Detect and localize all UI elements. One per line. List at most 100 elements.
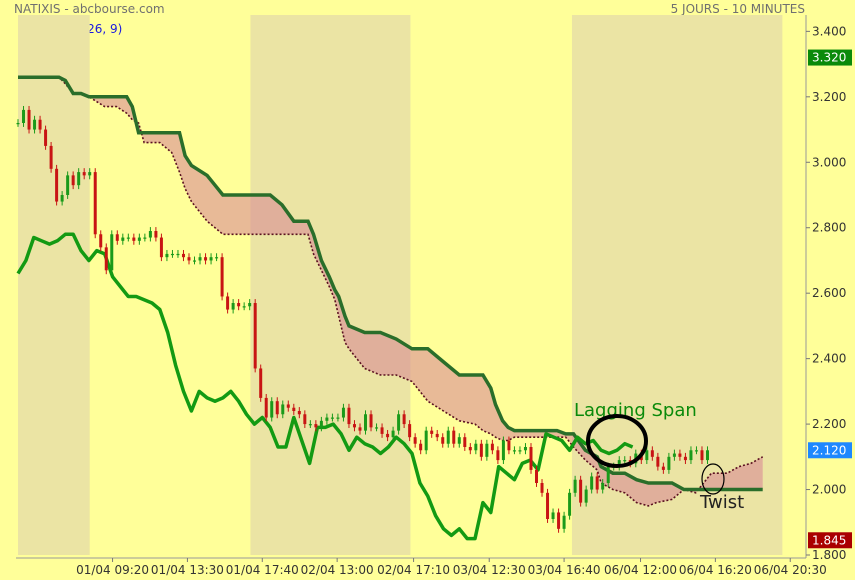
candle-body [402, 414, 406, 425]
x-tick-label: 01/04 09:20 [76, 563, 149, 577]
candle-body [259, 368, 263, 398]
y-axis: 3.400 3.200 3.000 2.800 2.600 2.400 2.200 2.000… [805, 0, 855, 580]
candle-body [512, 450, 516, 452]
candle-body [463, 437, 467, 447]
candle-body [546, 492, 550, 519]
y-tick-label: 2.400 [812, 352, 846, 366]
price-badge-label: 1.845 [812, 533, 846, 547]
candle-body [380, 427, 384, 434]
candle-body [215, 257, 219, 259]
x-axis: 01/04 09:20 01/04 13:30 01/04 17:40 02/04 1… [16, 557, 827, 577]
candle-body [137, 237, 141, 241]
candle-body [303, 414, 307, 425]
candle-body [391, 430, 395, 438]
candle-body [253, 303, 257, 369]
price-badge [808, 532, 852, 549]
candle-body [314, 424, 318, 428]
lagging-span-label: Lagging Span [574, 400, 697, 421]
candle-body [386, 433, 390, 438]
candle-body [667, 456, 671, 470]
candle-body [231, 303, 235, 310]
candle-body [176, 253, 180, 256]
x-tick-label: 02/04 13:00 [301, 563, 374, 577]
x-tick-label: 01/04 13:30 [151, 563, 224, 577]
y-tick-label: 1.800 [812, 548, 846, 562]
candle-body [645, 450, 649, 461]
candle-body [297, 411, 301, 415]
candle-body [77, 172, 81, 186]
candle-body [220, 257, 224, 297]
candle-body [22, 109, 26, 123]
candle-body [375, 427, 379, 429]
candle-body [529, 447, 533, 470]
chart-period-label: 5 JOURS - 10 MINUTES [670, 2, 805, 16]
candle-body [369, 414, 373, 428]
candle-body [551, 512, 555, 519]
candle-body [115, 234, 119, 241]
candle-body [706, 450, 709, 461]
y-tick-label: 3.000 [812, 155, 846, 169]
candle-body [617, 460, 621, 467]
x-tick-label: 03/04 16:40 [528, 563, 601, 577]
candle-body [623, 460, 627, 462]
candle-body [557, 512, 561, 529]
candle-body [126, 237, 130, 239]
x-tick-label: 06/04 16:20 [679, 563, 752, 577]
candle-body [700, 450, 704, 461]
candle-body [485, 443, 489, 457]
y-tick-label: 3.400 [812, 24, 846, 38]
candle-body [341, 407, 345, 418]
candle-body [121, 237, 125, 241]
candle-body [270, 401, 274, 418]
twist-label: Twist [699, 492, 744, 513]
lagging-span-circle [586, 414, 648, 468]
price-badges: 3.320 2.120 1.845 [808, 49, 852, 549]
candle-body [165, 253, 169, 258]
candle-body [352, 424, 356, 428]
candle-body [193, 260, 197, 262]
tenkan-line [18, 75, 763, 492]
candle-body [694, 450, 698, 452]
price-badge-label: 3.320 [812, 51, 846, 65]
candle-body [568, 492, 572, 516]
candle-body [364, 414, 368, 431]
candlestick-series [16, 105, 709, 533]
price-badge-label: 2.120 [812, 443, 846, 457]
candle-body [419, 443, 423, 451]
candle-body [325, 417, 329, 421]
candle-body [264, 397, 268, 418]
candle-body [104, 247, 108, 271]
candle-body [601, 483, 605, 490]
candle-body [248, 303, 252, 307]
candle-body [275, 401, 279, 415]
candle-body [606, 466, 610, 483]
candle-body [71, 175, 75, 186]
candle-body [33, 119, 37, 130]
candle-body [672, 453, 676, 457]
cloud-fill [18, 77, 763, 506]
candle-body [148, 231, 152, 238]
candle-body [347, 407, 351, 425]
candle-body [501, 440, 505, 461]
candle-body [308, 424, 312, 426]
x-tick-label: 01/04 17:40 [226, 563, 299, 577]
candle-body [181, 253, 185, 258]
candle-body [584, 489, 588, 503]
candle-body [49, 145, 53, 169]
candle-body [281, 404, 285, 415]
candle-body [99, 234, 103, 248]
candle-body [413, 437, 417, 444]
price-badge [808, 442, 852, 459]
candle-body [479, 443, 483, 457]
candle-body [562, 515, 566, 529]
candle-body [535, 469, 539, 483]
candle-body [573, 479, 577, 493]
candle-body [424, 430, 428, 451]
candle-body [38, 119, 42, 130]
session-shading [18, 15, 783, 555]
y-tick-label: 2.000 [812, 483, 846, 497]
candle-body [16, 123, 20, 125]
x-tick-label: 06/04 20:30 [754, 563, 827, 577]
candle-body [226, 296, 230, 310]
candle-body [198, 257, 202, 261]
